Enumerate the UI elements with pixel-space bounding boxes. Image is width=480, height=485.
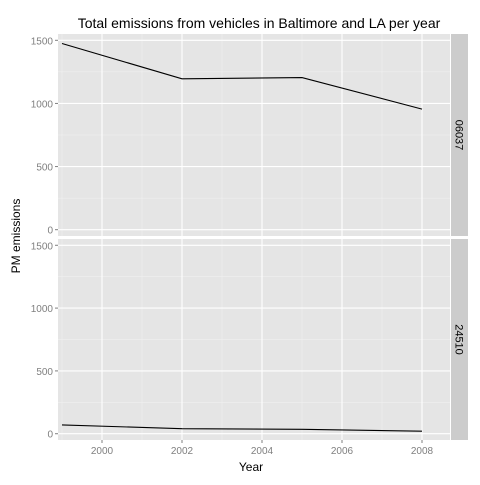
facet-panels: 0 500 1000 1500 06037 0 500 1000 1500 24510 2000 20…	[31, 34, 468, 457]
x-tick-label: 2004	[251, 446, 274, 457]
y-tick-label: 500	[36, 163, 53, 174]
y-axis-label: PM emissions	[9, 199, 23, 274]
x-tick-label: 2008	[411, 446, 434, 457]
y-tick-label: 1500	[31, 241, 54, 252]
x-axis-label: Year	[239, 460, 263, 474]
facet-strip-label: 06037	[453, 120, 465, 151]
y-tick-label: 0	[47, 226, 53, 237]
x-tick-label: 2006	[331, 446, 354, 457]
facet-strip-label: 24510	[453, 324, 465, 355]
y-tick-label: 1000	[31, 304, 54, 315]
facet-panel-24510: 0 500 1000 1500 24510	[31, 239, 468, 441]
y-tick-label: 0	[47, 430, 53, 441]
y-tick-label: 1000	[31, 99, 54, 110]
x-tick-label: 2000	[91, 446, 114, 457]
chart-title: Total emissions from vehicles in Baltimo…	[78, 15, 441, 31]
x-tick-label: 2002	[171, 446, 194, 457]
y-tick-label: 1500	[31, 36, 54, 47]
y-tick-label: 500	[36, 367, 53, 378]
facet-panel-06037: 0 500 1000 1500 06037	[31, 34, 468, 237]
